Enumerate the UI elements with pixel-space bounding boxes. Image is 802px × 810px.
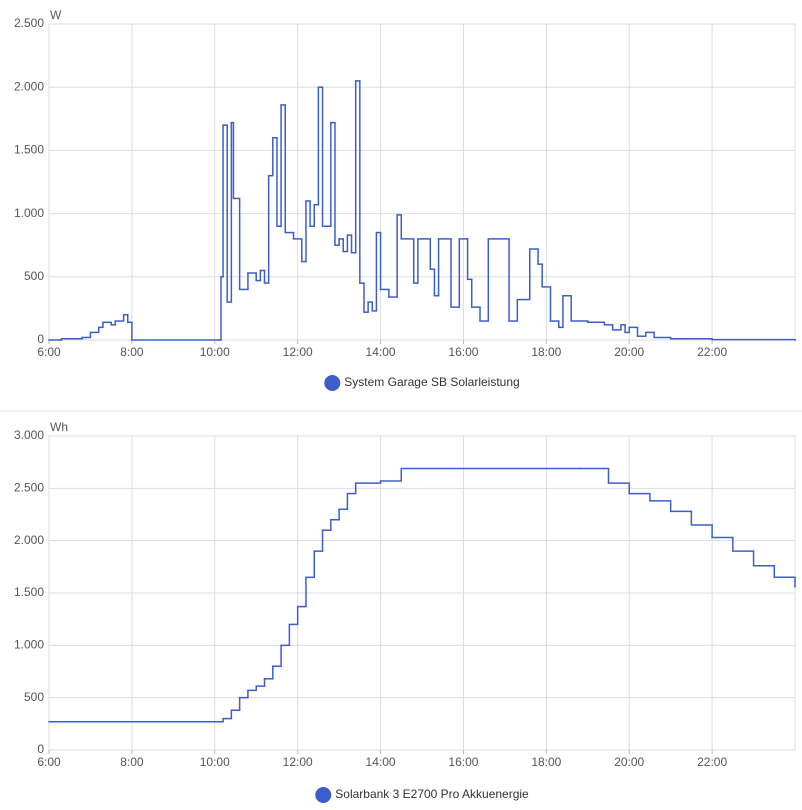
x-tick-label: 18:00 bbox=[531, 345, 561, 359]
x-tick-label: 12:00 bbox=[283, 345, 313, 359]
y-tick-label: 1.500 bbox=[14, 143, 44, 157]
y-tick-label: 2.500 bbox=[14, 16, 44, 30]
legend-swatch bbox=[315, 787, 332, 803]
x-tick-label: 6:00 bbox=[37, 755, 61, 769]
x-tick-label: 14:00 bbox=[366, 345, 396, 359]
plot-frame bbox=[48, 23, 796, 341]
x-tick-label: 8:00 bbox=[120, 345, 144, 359]
y-axis-unit: W bbox=[50, 8, 62, 22]
x-tick-label: 22:00 bbox=[697, 755, 727, 769]
x-tick-label: 14:00 bbox=[366, 755, 396, 769]
y-tick-label: 2.000 bbox=[14, 79, 44, 93]
y-axis-unit: Wh bbox=[50, 420, 68, 434]
x-tick-label: 12:00 bbox=[283, 755, 313, 769]
y-tick-label: 3.000 bbox=[14, 428, 44, 442]
y-tick-label: 1.000 bbox=[14, 638, 44, 652]
y-tick-label: 0 bbox=[37, 742, 44, 756]
x-tick-label: 10:00 bbox=[200, 345, 230, 359]
x-tick-label: 8:00 bbox=[120, 755, 144, 769]
legend-text: System Garage SB Solarleistung bbox=[344, 375, 519, 389]
y-tick-label: 0 bbox=[37, 332, 44, 346]
x-tick-label: 10:00 bbox=[200, 755, 230, 769]
y-tick-label: 500 bbox=[24, 269, 44, 283]
y-tick-label: 2.500 bbox=[14, 481, 44, 495]
x-tick-label: 22:00 bbox=[697, 345, 727, 359]
x-tick-label: 6:00 bbox=[37, 345, 61, 359]
x-tick-label: 20:00 bbox=[614, 345, 644, 359]
x-tick-label: 18:00 bbox=[531, 755, 561, 769]
x-tick-label: 20:00 bbox=[614, 755, 644, 769]
legend-swatch bbox=[324, 375, 341, 391]
x-tick-label: 16:00 bbox=[448, 755, 478, 769]
legend-item: Solarbank 3 E2700 Pro Akkuenergie bbox=[315, 787, 529, 803]
y-tick-label: 1.000 bbox=[14, 206, 44, 220]
legend-item: System Garage SB Solarleistung bbox=[324, 375, 520, 391]
legend-text: Solarbank 3 E2700 Pro Akkuenergie bbox=[335, 787, 529, 801]
y-tick-label: 2.000 bbox=[14, 533, 44, 547]
y-tick-label: 500 bbox=[24, 690, 44, 704]
y-tick-label: 1.500 bbox=[14, 585, 44, 599]
x-tick-label: 16:00 bbox=[448, 345, 478, 359]
